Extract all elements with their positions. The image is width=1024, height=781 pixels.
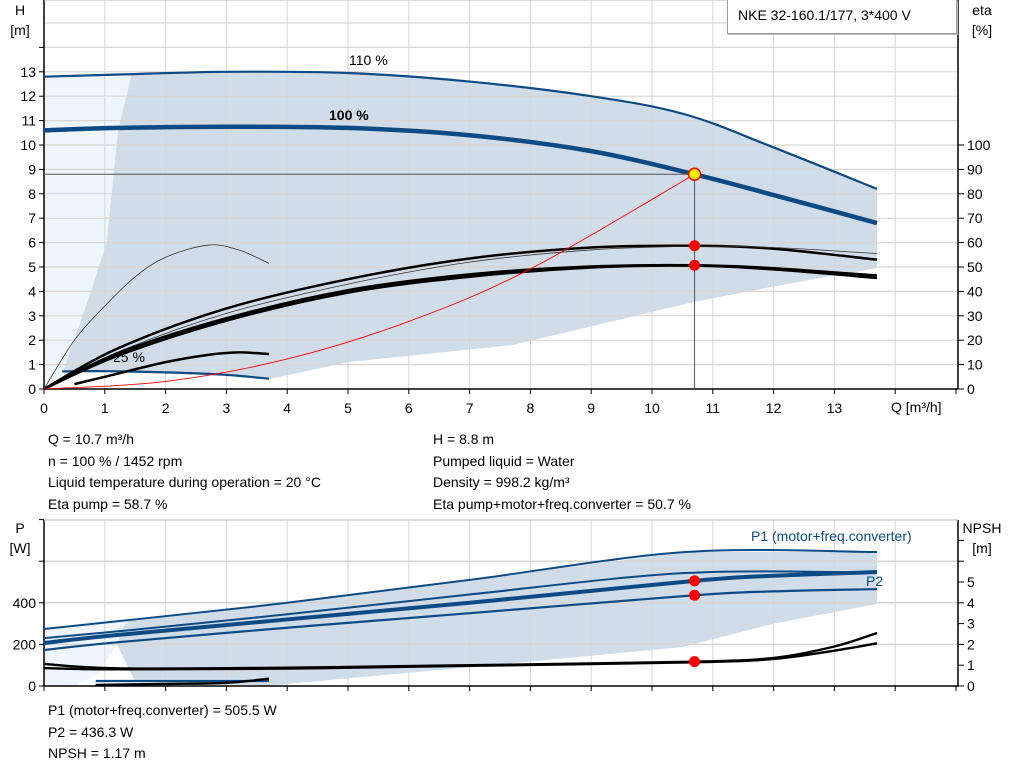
result-line: Q = 10.7 m³/h: [48, 431, 134, 447]
y-tick-label: 7: [28, 210, 36, 226]
result-line: P1 (motor+freq.converter) = 505.5 W: [48, 702, 277, 718]
y2-tick-label: 4: [967, 595, 975, 611]
curve-label-110: 110 %: [349, 52, 388, 68]
series-power-thin-0: [43, 548, 877, 631]
y-tick-label: 4: [28, 283, 36, 299]
power-duty-marker: [689, 589, 701, 601]
curve-label-25: 25 %: [113, 349, 145, 365]
result-line: H = 8.8 m: [433, 431, 495, 447]
result-line: NPSH = 1.17 m: [48, 745, 146, 761]
series-power-3: [43, 587, 877, 652]
y-tick-label: 11: [21, 113, 36, 129]
y-tick-label: 200: [13, 636, 37, 652]
series-npsh-black-5: [95, 677, 270, 687]
y-tick-label: 2: [28, 332, 36, 348]
y-tick-label: 1: [28, 357, 36, 373]
y2-tick-label: 80: [967, 186, 983, 202]
y2-tick-label: 70: [967, 210, 983, 226]
q-axis-label: Q [m³/h]: [891, 399, 942, 415]
y2-tick-label: 0: [967, 381, 975, 397]
result-line: Pumped liquid = Water: [433, 452, 575, 469]
y2-tick-label: 40: [967, 283, 983, 299]
x-tick-label: 0: [40, 400, 48, 416]
operating-region-light: [44, 74, 132, 390]
series-eta-thin-7: [43, 244, 270, 390]
y-tick-label: 9: [28, 161, 36, 177]
eta-duty-marker: [689, 259, 701, 271]
series-power-thin-1: [43, 570, 877, 640]
series-head-duty-1: [43, 124, 878, 226]
pump-model-legend: NKE 32-160.1/177, 3*400 V: [727, 0, 957, 34]
h-axis-label: H [m]: [10, 2, 30, 38]
y2-tick-label: 50: [967, 259, 983, 275]
x-tick-label: 6: [405, 400, 413, 416]
x-tick-label: 9: [587, 400, 595, 416]
series-npsh-7: [43, 642, 878, 671]
series-eta-6: [43, 264, 878, 391]
y-tick-label: 13: [20, 64, 36, 80]
y2-tick-label: 5: [967, 574, 975, 590]
y2-tick-label: 2: [967, 636, 975, 652]
operating-region: [116, 552, 877, 686]
y-tick-label: 8: [28, 186, 36, 202]
y2-tick-label: 60: [967, 235, 983, 251]
y2-tick-label: 20: [967, 332, 983, 348]
series-head-2: [62, 370, 270, 380]
y2-tick-label: 3: [967, 616, 975, 632]
y-tick-label: 6: [28, 235, 36, 251]
y-tick-label: 12: [20, 88, 36, 104]
operating-region-light: [44, 620, 130, 686]
y2-tick-label: 100: [967, 137, 991, 153]
x-tick-label: 8: [527, 400, 535, 416]
p-axis-label: P [W]: [9, 520, 31, 556]
y-tick-label: 10: [20, 137, 36, 153]
eta-axis-label: eta [%]: [971, 2, 993, 38]
y2-tick-label: 0: [967, 678, 975, 694]
x-tick-label: 11: [706, 400, 721, 416]
result-line: Density = 998.2 kg/m³: [433, 474, 570, 490]
x-tick-label: 10: [644, 400, 660, 416]
y2-tick-label: 90: [967, 161, 983, 177]
y-tick-label: 5: [28, 259, 36, 275]
result-line: Eta pump+motor+freq.converter = 50.7 %: [433, 495, 691, 512]
x-tick-label: 2: [162, 400, 170, 416]
result-line: Liquid temperature during operation = 20…: [48, 474, 321, 490]
duty-point-marker: [687, 167, 702, 182]
x-tick-label: 7: [466, 400, 474, 416]
p2-curve-label: P2: [866, 573, 884, 589]
npsh-axis-label: NPSH [m]: [962, 520, 1002, 556]
y2-tick-label: 10: [967, 357, 983, 373]
x-tick-label: 4: [283, 400, 291, 416]
eta-duty-marker: [689, 240, 701, 252]
y-tick-label: 400: [13, 595, 37, 611]
y2-tick-label: 30: [967, 308, 983, 324]
x-tick-label: 5: [344, 400, 352, 416]
power-duty-marker: [689, 575, 701, 587]
x-tick-label: 12: [766, 400, 782, 416]
result-line: P2 = 436.3 W: [48, 723, 134, 740]
y2-tick-label: 1: [967, 657, 975, 673]
npsh-duty-marker: [689, 656, 701, 668]
p1-curve-label: P1 (motor+freq.converter): [751, 528, 912, 544]
series-power-duty-2: [43, 570, 878, 645]
result-line: n = 100 % / 1452 rpm: [48, 452, 183, 469]
x-tick-label: 1: [101, 400, 109, 416]
y-tick-label: 0: [28, 381, 36, 397]
result-line: Eta pump = 58.7 %: [48, 495, 168, 512]
series-head-0: [43, 70, 878, 190]
series-system-9: [43, 173, 695, 390]
curve-label-100: 100 %: [329, 107, 369, 123]
y-tick-label: 0: [28, 678, 36, 694]
x-tick-label: 3: [223, 400, 231, 416]
series-eta-8: [74, 351, 270, 386]
series-eta-thin-4: [43, 245, 877, 390]
y-tick-label: 3: [28, 308, 36, 324]
x-tick-label: 13: [827, 400, 843, 416]
